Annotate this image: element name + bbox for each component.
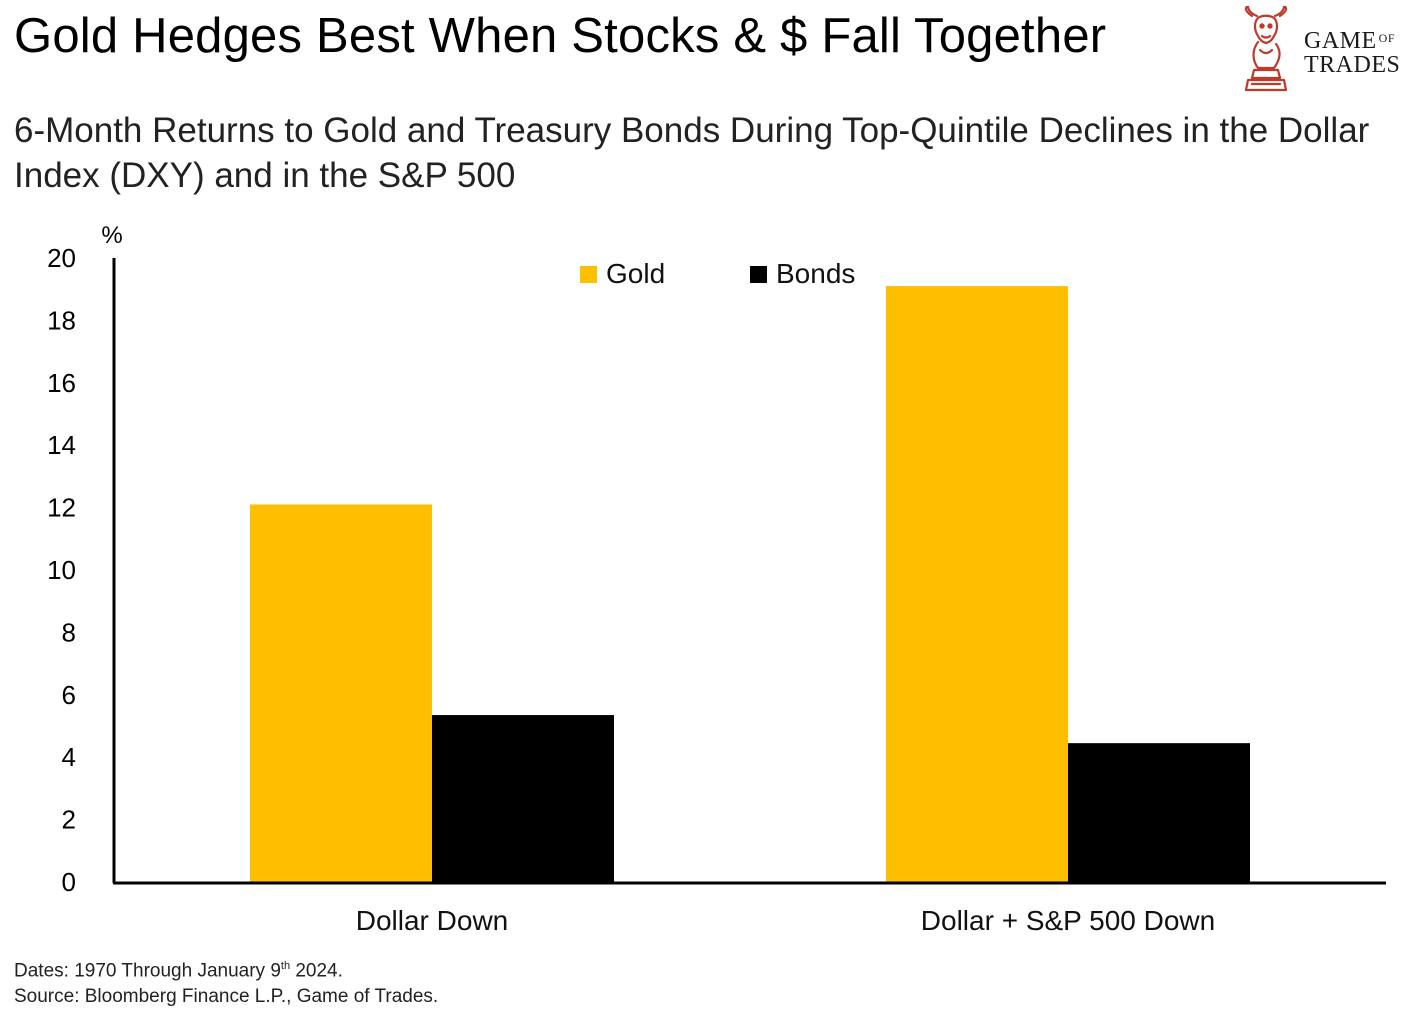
x-tick-label: Dollar Down: [356, 905, 509, 936]
legend-label-bonds: Bonds: [776, 258, 855, 289]
y-tick-label: 12: [47, 493, 76, 523]
y-tick-label: 16: [47, 368, 76, 398]
legend-swatch-bonds: [750, 266, 767, 283]
logo-wordmark: GAME OF TRADES: [1304, 26, 1400, 77]
chart-title: Gold Hedges Best When Stocks & $ Fall To…: [14, 9, 1107, 63]
logo-line2: TRADES: [1304, 52, 1401, 78]
logo-line1-small: OF: [1378, 31, 1396, 45]
y-tick-label: 2: [62, 805, 76, 835]
legend-swatch-gold: [580, 266, 597, 283]
y-axis: % 0 2 4 6 8 10 12 14 16 18 20: [47, 222, 123, 897]
y-axis-unit-label: %: [101, 222, 122, 249]
y-tick-label: 8: [62, 617, 76, 647]
y-tick-label: 4: [62, 742, 76, 772]
logo-line1: GAME: [1304, 28, 1377, 54]
game-of-trades-logo: GAME OF TRADES: [1238, 6, 1408, 98]
x-tick-label: Dollar + S&P 500 Down: [921, 905, 1215, 936]
y-tick-label: 14: [47, 430, 76, 460]
footnote-dates: Dates: 1970 Through January 9th 2024.: [14, 960, 343, 982]
legend-label-gold: Gold: [606, 258, 665, 289]
footnote-source: Source: Bloomberg Finance L.P., Game of …: [14, 986, 439, 1008]
bar-bonds-2: [1068, 743, 1250, 882]
y-tick-label: 10: [47, 555, 76, 585]
footnote: Dates: 1970 Through January 9th 2024. So…: [14, 953, 438, 1010]
legend: Gold Bonds: [580, 258, 855, 289]
y-tick-label: 0: [62, 867, 76, 897]
chart-subtitle: 6-Month Returns to Gold and Treasury Bon…: [14, 111, 1370, 195]
bar-bonds-1: [432, 715, 614, 882]
bar-gold-1: [250, 504, 432, 882]
bull-chess-knight-icon: [1244, 6, 1288, 92]
y-tick-label: 6: [62, 680, 76, 710]
y-tick-label: 20: [47, 243, 76, 273]
bar-gold-2: [886, 286, 1068, 882]
x-axis: Dollar Down Dollar + S&P 500 Down: [113, 881, 1386, 936]
y-tick-label: 18: [47, 305, 76, 335]
bar-chart: % 0 2 4 6 8 10 12 14 16 18 20 Dollar Down Dollar + S…: [47, 222, 1386, 936]
bars: [250, 286, 1250, 882]
